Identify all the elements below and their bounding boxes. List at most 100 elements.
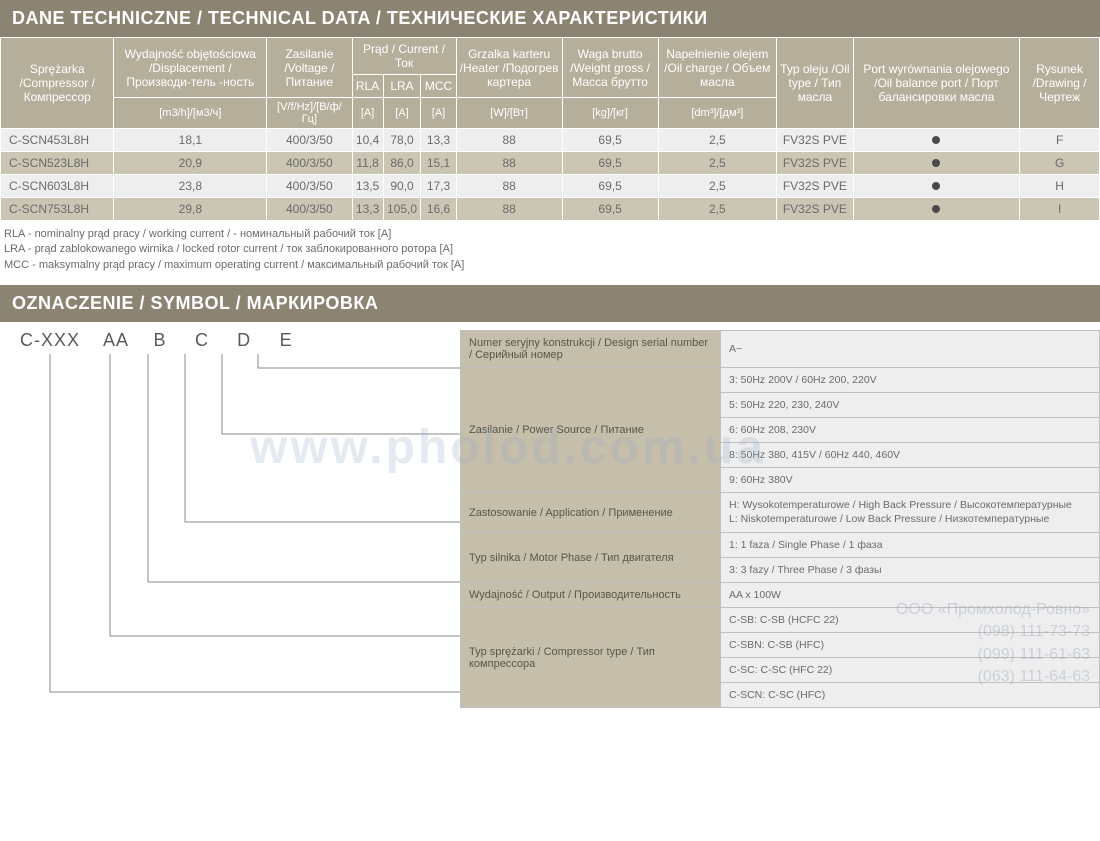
cell-volt: 400/3/50 (267, 129, 352, 152)
cell-mcc: 17,3 (421, 175, 456, 198)
decode-type-v3: C-SC: C-SC (HFC 22) (721, 658, 1100, 683)
dot-icon (932, 136, 940, 144)
cell-weight: 69,5 (562, 175, 658, 198)
footnote-rla: RLA - nominalny prąd pracy / working cur… (4, 227, 1096, 242)
cell-port (853, 198, 1020, 221)
decode-power-v5: 9: 60Hz 380V (721, 468, 1100, 493)
col-weight: Waga brutto /Weight gross / Масса брутто (562, 38, 658, 98)
cell-disp: 20,9 (114, 152, 267, 175)
cell-model: C-SCN753L8H (1, 198, 114, 221)
code-p1: C-XXX (20, 330, 90, 351)
decode-power-v2: 5: 50Hz 220, 230, 240V (721, 393, 1100, 418)
tech-data-table: Sprężarka /Compressor / Компрессор Wydaj… (0, 37, 1100, 221)
cell-mcc: 16,6 (421, 198, 456, 221)
col-current-group: Prąd / Current / Ток (352, 38, 456, 75)
cell-port (853, 175, 1020, 198)
symbol-header: OZNACZENIE / SYMBOL / МАРКИРОВКА (0, 285, 1100, 322)
cell-port (853, 152, 1020, 175)
cell-heater: 88 (456, 129, 562, 152)
cell-disp: 23,8 (114, 175, 267, 198)
cell-lra: 86,0 (383, 152, 421, 175)
code-p6: E (268, 330, 304, 351)
decode-type-v2: C-SBN: C-SB (HFC) (721, 633, 1100, 658)
decode-type-v4: C-SCN: C-SC (HFC) (721, 683, 1100, 708)
cell-oilt: FV32S PVE (777, 175, 853, 198)
cell-draw: H (1020, 175, 1100, 198)
decode-output-val: AA x 100W (721, 583, 1100, 608)
cell-rla: 13,3 (352, 198, 383, 221)
table-row: C-SCN523L8H 20,9 400/3/50 11,8 86,0 15,1… (1, 152, 1100, 175)
cell-oilt: FV32S PVE (777, 152, 853, 175)
decode-power-label: Zasilanie / Power Source / Питание (461, 368, 721, 493)
cell-oilt: FV32S PVE (777, 129, 853, 152)
symbol-code-diagram: C-XXX AA B C D E (20, 330, 460, 708)
decode-app-label: Zastosowanie / Application / Применение (461, 493, 721, 533)
symbol-decode-table: Numer seryjny konstrukcji / Design seria… (460, 330, 1100, 708)
cell-oilc: 2,5 (658, 129, 777, 152)
col-rla: RLA (352, 75, 383, 98)
decode-motor-v2: 3: 3 fazy / Three Phase / 3 фазы (721, 558, 1100, 583)
cell-lra: 90,0 (383, 175, 421, 198)
col-oil-type: Typ oleju /Oil type / Тип масла (777, 38, 853, 129)
cell-weight: 69,5 (562, 198, 658, 221)
unit-rla: [A] (352, 98, 383, 129)
decode-type-label: Typ sprężarki / Compressor type / Тип ко… (461, 608, 721, 708)
decode-motor-v1: 1: 1 faza / Single Phase / 1 фаза (721, 533, 1100, 558)
decode-power-v4: 8: 50Hz 380, 415V / 60Hz 440, 460V (721, 443, 1100, 468)
cell-mcc: 15,1 (421, 152, 456, 175)
decode-app-val: H: Wysokotemperaturowe / High Back Press… (721, 493, 1100, 533)
cell-weight: 69,5 (562, 152, 658, 175)
cell-model: C-SCN603L8H (1, 175, 114, 198)
table-row: C-SCN453L8H 18,1 400/3/50 10,4 78,0 13,3… (1, 129, 1100, 152)
cell-lra: 78,0 (383, 129, 421, 152)
cell-draw: I (1020, 198, 1100, 221)
col-lra: LRA (383, 75, 421, 98)
cell-rla: 10,4 (352, 129, 383, 152)
cell-port (853, 129, 1020, 152)
dot-icon (932, 205, 940, 213)
cell-heater: 88 (456, 152, 562, 175)
col-displacement: Wydajność objętościowa /Displacement /Пр… (114, 38, 267, 98)
decode-motor-label: Typ silnika / Motor Phase / Тип двигател… (461, 533, 721, 583)
decode-output-label: Wydajność / Output / Производительность (461, 583, 721, 608)
unit-weight: [kg]/[кг] (562, 98, 658, 129)
decode-serial-label: Numer seryjny konstrukcji / Design seria… (461, 331, 721, 368)
unit-displacement: [m3/h]/[м3/ч] (114, 98, 267, 129)
col-oil-charge: Napełnienie olejem /Oil charge / Объем м… (658, 38, 777, 98)
unit-mcc: [A] (421, 98, 456, 129)
col-drawing: Rysunek /Drawing /Чертеж (1020, 38, 1100, 129)
unit-heater: [W]/[Вт] (456, 98, 562, 129)
code-p3: B (142, 330, 178, 351)
unit-voltage: [V/f/Hz]/[В/ф/Гц] (267, 98, 352, 129)
decode-power-v1: 3: 50Hz 200V / 60Hz 200, 220V (721, 368, 1100, 393)
dot-icon (932, 182, 940, 190)
footnote-mcc: MCC - maksymalny prąd pracy / maximum op… (4, 258, 1096, 273)
bracket-lines-icon (20, 354, 460, 724)
code-p2: AA (96, 330, 136, 351)
cell-model: C-SCN523L8H (1, 152, 114, 175)
decode-power-v3: 6: 60Hz 208, 230V (721, 418, 1100, 443)
unit-lra: [A] (383, 98, 421, 129)
cell-rla: 11,8 (352, 152, 383, 175)
table-row: C-SCN603L8H 23,8 400/3/50 13,5 90,0 17,3… (1, 175, 1100, 198)
code-p5: D (226, 330, 262, 351)
cell-lra: 105,0 (383, 198, 421, 221)
cell-volt: 400/3/50 (267, 175, 352, 198)
cell-model: C-SCN453L8H (1, 129, 114, 152)
col-heater: Grzałka karteru /Heater /Подогрев картер… (456, 38, 562, 98)
table-row: C-SCN753L8H 29,8 400/3/50 13,3 105,0 16,… (1, 198, 1100, 221)
col-compressor: Sprężarka /Compressor / Компрессор (1, 38, 114, 129)
tech-data-header: DANE TECHNICZNE / TECHNICAL DATA / ТЕХНИ… (0, 0, 1100, 37)
cell-disp: 18,1 (114, 129, 267, 152)
cell-oilc: 2,5 (658, 152, 777, 175)
cell-volt: 400/3/50 (267, 198, 352, 221)
cell-oilc: 2,5 (658, 198, 777, 221)
decode-type-v1: C-SB: C-SB (HCFC 22) (721, 608, 1100, 633)
col-voltage: Zasilanie /Voltage / Питание (267, 38, 352, 98)
decode-serial-val: A~ (721, 331, 1100, 368)
code-p4: C (184, 330, 220, 351)
cell-disp: 29,8 (114, 198, 267, 221)
cell-draw: F (1020, 129, 1100, 152)
cell-mcc: 13,3 (421, 129, 456, 152)
col-mcc: MCC (421, 75, 456, 98)
